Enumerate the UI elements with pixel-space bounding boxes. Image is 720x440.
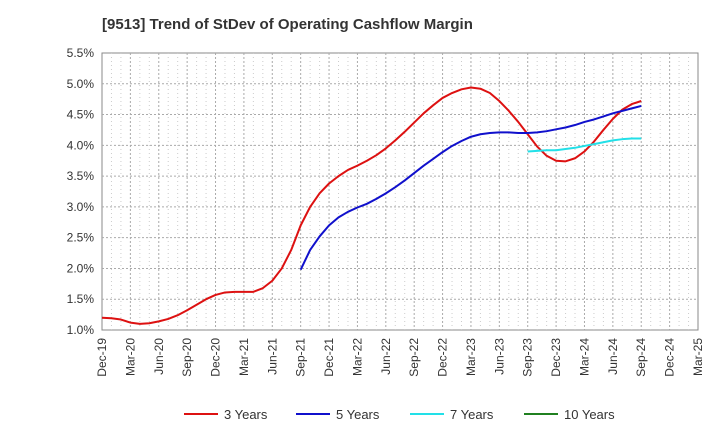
series-lines: [101, 86, 642, 325]
x-tick-label: Mar-23: [464, 338, 478, 376]
y-tick-label: 2.0%: [67, 261, 95, 275]
x-tick-label: Mar-20: [123, 338, 137, 376]
x-tick-label: Mar-21: [237, 338, 251, 376]
x-tick-label: Dec-20: [209, 338, 223, 377]
x-tick-label: Sep-20: [180, 338, 194, 377]
x-tick-label: Sep-21: [294, 338, 308, 377]
x-tick-label: Sep-24: [634, 338, 648, 377]
x-tick-label: Dec-21: [322, 338, 336, 377]
legend-label-7-years: 7 Years: [450, 407, 494, 422]
y-tick-label: 2.5%: [67, 231, 95, 245]
x-tick-label: Dec-19: [95, 338, 109, 377]
x-tick-label: Mar-22: [350, 338, 364, 376]
series-line-3-years: [101, 86, 642, 325]
y-tick-label: 1.0%: [67, 323, 95, 337]
x-tick-label: Mar-24: [577, 338, 591, 376]
x-axis: Dec-19 Mar-20 Jun-20 Sep-20 Dec-20 Mar-21 Jun-…: [95, 338, 705, 377]
x-tick-label: Sep-22: [407, 338, 421, 377]
x-tick-label: Dec-24: [663, 338, 677, 377]
y-axis: 1.0% 1.5% 2.0% 2.5% 3.0% 3.5% 4.0% 4.5% 5.0% 5.5%: [67, 46, 95, 337]
legend-label-3-years: 3 Years: [224, 407, 268, 422]
chart-title: [9513] Trend of StDev of Operating Cashf…: [102, 16, 473, 33]
plot-border: [101, 52, 699, 331]
legend: 3 Years 5 Years 7 Years 10 Years: [184, 407, 615, 422]
x-tick-label: Jun-22: [379, 338, 393, 375]
y-tick-label: 4.5%: [67, 108, 95, 122]
series-line-7-years: [527, 137, 642, 153]
legend-label-5-years: 5 Years: [336, 407, 380, 422]
plot-background: [102, 53, 698, 330]
x-tick-label: Dec-22: [436, 338, 450, 377]
x-tick-label: Mar-25: [691, 338, 705, 376]
y-tick-label: 4.0%: [67, 138, 95, 152]
x-tick-label: Jun-20: [152, 338, 166, 375]
plot-area: [101, 52, 699, 331]
legend-label-10-years: 10 Years: [564, 407, 615, 422]
y-tick-label: 3.5%: [67, 169, 95, 183]
y-tick-label: 5.0%: [67, 77, 95, 91]
x-tick-label: Jun-21: [265, 338, 279, 375]
grid-lines: [102, 53, 698, 330]
x-tick-label: Jun-24: [606, 338, 620, 375]
series-line-5-years: [299, 104, 642, 271]
x-tick-label: Dec-23: [549, 338, 563, 377]
y-tick-label: 3.0%: [67, 200, 95, 214]
y-tick-label: 1.5%: [67, 292, 95, 306]
x-tick-label: Sep-23: [521, 338, 535, 377]
x-tick-label: Jun-23: [492, 338, 506, 375]
y-tick-label: 5.5%: [67, 46, 95, 60]
